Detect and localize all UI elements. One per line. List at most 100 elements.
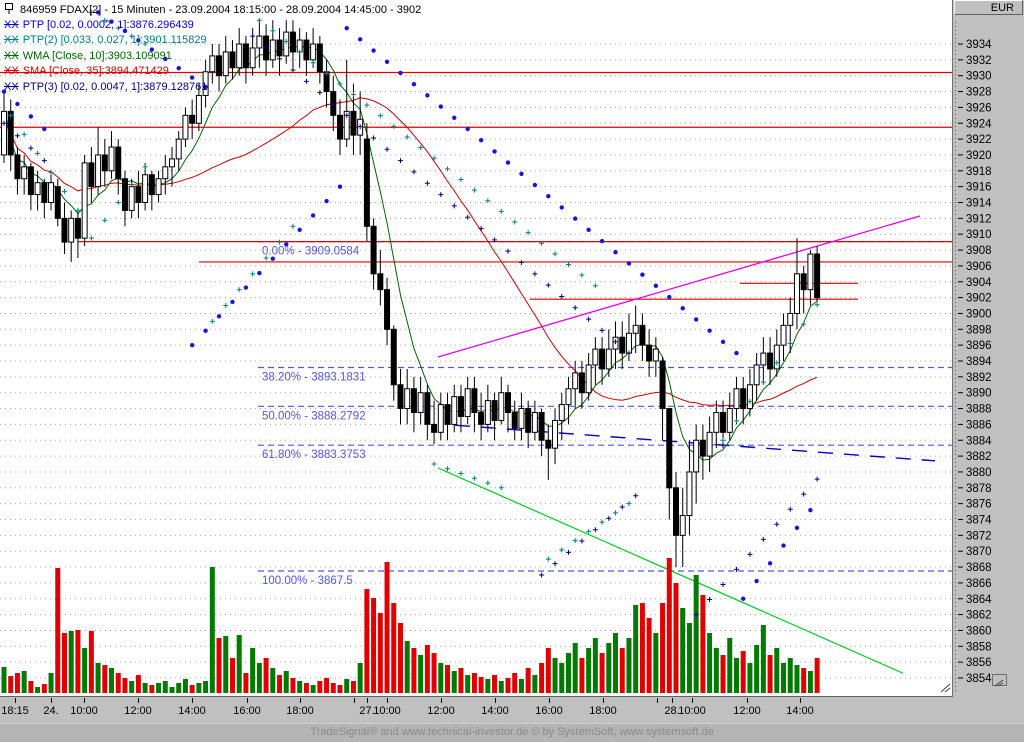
ptp-cross <box>61 188 67 194</box>
price-tick-label: 3916 <box>966 182 992 194</box>
volume-bar <box>713 648 719 693</box>
volume-bar <box>532 675 538 693</box>
volume-bar <box>236 635 242 693</box>
ptp-cross <box>364 102 370 108</box>
volume-bar <box>451 671 457 693</box>
ptp-dot <box>505 160 511 165</box>
price-chart-canvas[interactable]: 0.00% - 3909.0584 38.20% - 3893.1831 50.00… <box>0 0 953 696</box>
ptp-cross <box>505 248 511 254</box>
ptp-cross <box>102 217 108 223</box>
volume-bar <box>781 663 787 693</box>
ptp-dot <box>559 205 564 210</box>
volume-bar <box>135 675 141 693</box>
ptp-cross <box>787 340 793 346</box>
volume-bar <box>68 631 74 693</box>
price-axis-panel[interactable]: EUR 3934 3932 3930 3928 3926 3924 3922 3920 3918… <box>954 0 1024 742</box>
ptp-cross <box>391 123 397 129</box>
price-tick-label: 3868 <box>966 562 992 574</box>
volume-bar <box>216 638 222 693</box>
ptp-cross <box>619 504 625 510</box>
volume-bar <box>693 575 699 693</box>
wma-line[interactable] <box>3 45 818 461</box>
price-chart-panel[interactable]: 0.00% - 3909.0584 38.20% - 3893.1831 50.00… <box>0 0 953 696</box>
ptp-cross <box>424 180 430 186</box>
ptp-dot <box>478 137 484 143</box>
sma-line[interactable] <box>3 97 818 407</box>
ptp-cross <box>102 17 108 23</box>
fib-level-label: 100.00% - 3867.5 <box>262 575 353 587</box>
price-tick-label: 3896 <box>966 340 992 352</box>
candle-body <box>451 396 458 425</box>
volume-bar <box>639 603 645 693</box>
volume-bar <box>471 673 477 693</box>
ptp-cross <box>733 566 739 572</box>
volume-bar <box>599 653 605 693</box>
volume-bar <box>82 648 88 693</box>
volume-bar <box>633 605 639 693</box>
time-tick <box>692 698 693 703</box>
volume-bar <box>727 638 733 693</box>
volume-bar <box>149 685 155 693</box>
candle-body <box>337 114 343 140</box>
candle-body <box>464 388 471 417</box>
candle-body <box>659 360 666 410</box>
ptp-cross <box>774 360 780 366</box>
volume-bar <box>344 679 350 693</box>
candle-body <box>142 174 149 203</box>
volume-bar <box>310 685 316 693</box>
ptp-cross <box>270 28 276 34</box>
volume-bar <box>142 683 148 693</box>
ptp-cross <box>579 538 585 544</box>
time-tick-label: 10:00 <box>373 705 401 717</box>
ptp-cross <box>498 208 504 214</box>
ptp-cross <box>465 214 471 220</box>
ptp-cross <box>283 38 289 44</box>
ptp-dot <box>754 578 759 584</box>
ptp-cross <box>8 112 14 118</box>
candle-body <box>81 162 88 239</box>
time-tick <box>84 698 85 703</box>
ptp-cross <box>532 271 538 277</box>
ptp-cross <box>431 461 437 467</box>
price-tick-label: 3930 <box>966 71 992 83</box>
time-tick <box>747 698 748 703</box>
candle-body <box>800 273 807 291</box>
candle-body <box>424 392 431 425</box>
price-tick-label: 3914 <box>966 198 992 210</box>
ptp-cross <box>256 17 262 23</box>
volume-bar <box>324 678 330 693</box>
chart-resize-handle[interactable] <box>940 683 951 693</box>
time-tick <box>367 698 368 703</box>
ptp-cross <box>377 113 383 119</box>
ptp-cross <box>613 339 619 345</box>
ptp-dot <box>411 81 417 87</box>
candle-body <box>182 114 189 140</box>
ptp-cross <box>471 187 477 193</box>
axis-resize-handle[interactable] <box>992 674 1007 687</box>
ptp-dot <box>519 171 524 177</box>
time-tick <box>441 698 442 703</box>
candle-body <box>242 43 249 69</box>
price-tick-label: 3928 <box>966 87 992 99</box>
ptp-dot <box>781 543 786 548</box>
candle-body <box>169 158 175 168</box>
ptp-dot <box>452 115 457 120</box>
volume-bar <box>290 678 296 693</box>
price-tick-label: 3884 <box>966 435 992 447</box>
price-tick-label: 3890 <box>966 388 992 400</box>
rising-magenta-trendline[interactable] <box>437 215 921 358</box>
time-axis-panel[interactable]: 18:15 24. 10:00 12:00 14:00 16:00 18:00 27. 10:0… <box>0 696 953 723</box>
candle-body <box>115 146 122 180</box>
volume-bar <box>357 663 363 693</box>
candle-body <box>652 348 659 362</box>
time-tick-label: 12:00 <box>427 705 455 717</box>
price-scale[interactable]: 3934 3932 3930 3928 3926 3924 3922 3920 3918 3916… <box>954 16 1024 696</box>
volume-bar <box>189 685 195 693</box>
time-tick-label: 18:00 <box>589 705 617 717</box>
price-tick-label: 3912 <box>966 213 992 225</box>
ptp-cross <box>586 316 592 322</box>
volume-bar <box>518 679 524 693</box>
volume-bar <box>565 653 571 693</box>
volume-bar <box>411 648 417 693</box>
ptp-dot <box>284 242 289 247</box>
